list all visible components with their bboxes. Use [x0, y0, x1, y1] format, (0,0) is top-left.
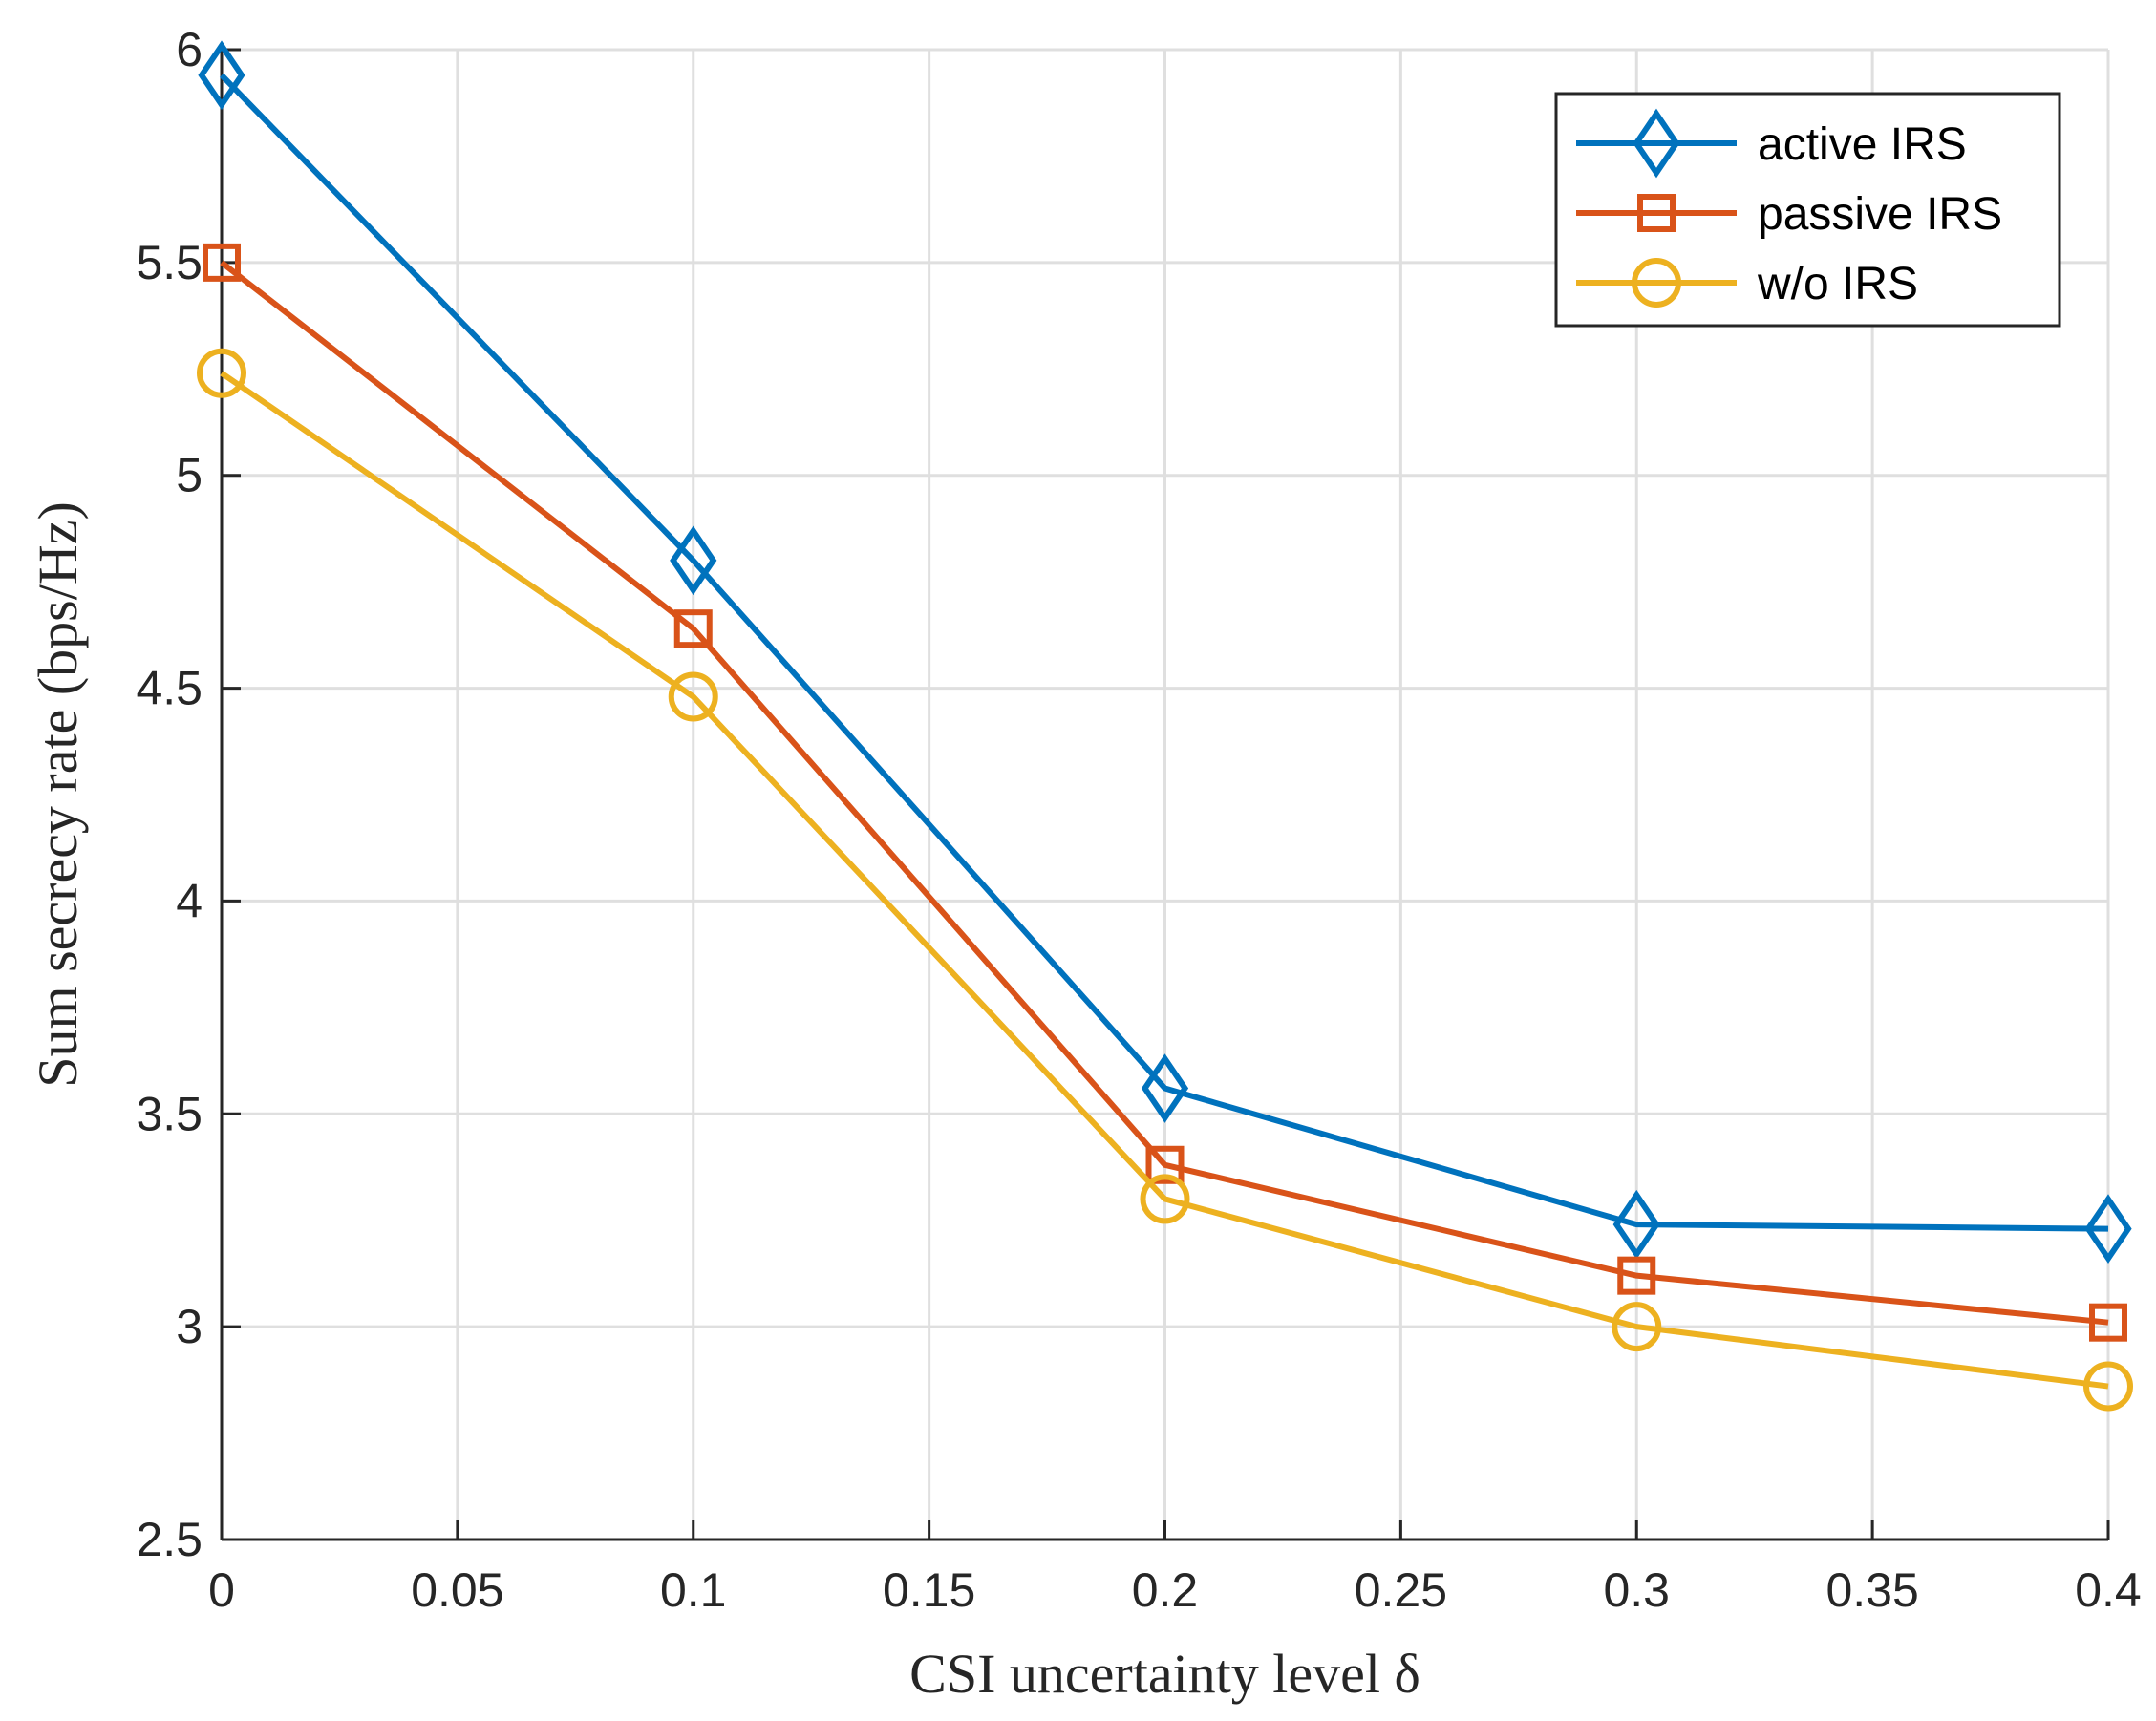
data-point-square [1617, 1256, 1656, 1295]
series-line [220, 260, 2109, 1326]
data-point-circle [668, 671, 718, 722]
y-tick-label: 3 [176, 1300, 203, 1353]
data-point-diamond [670, 525, 717, 596]
data-point-circle [1612, 1302, 1662, 1352]
legend-item: active IRS [1576, 108, 1967, 179]
data-point-square [673, 609, 713, 648]
x-axis-ticks: 0 0.05 0.1 0.15 0.2 0.25 0.3 0.35 0.4 [208, 1520, 2142, 1617]
y-tick-label: 2.5 [136, 1513, 203, 1566]
x-tick-label: 0.25 [1355, 1563, 1447, 1617]
legend-label: active IRS [1758, 119, 1967, 170]
series-line [219, 73, 2109, 1232]
series-w-o-irs [197, 348, 2133, 1412]
y-tick-label: 5.5 [136, 236, 203, 289]
legend-swatch-marker [1633, 108, 1680, 179]
legend-label: w/o IRS [1757, 259, 1918, 309]
series-line [220, 371, 2109, 1390]
data-point-circle [1140, 1174, 1190, 1224]
data-point-square [2089, 1303, 2127, 1342]
legend: active IRS passive IRS w/o IRS [1554, 92, 2061, 328]
data-point-square [203, 243, 241, 282]
legend-label: passive IRS [1758, 189, 2002, 240]
data-point-diamond [2084, 1194, 2132, 1264]
x-tick-label: 0.3 [1603, 1563, 1670, 1617]
legend-item: passive IRS [1576, 189, 2002, 240]
series-passive-irs [203, 243, 2127, 1342]
x-tick-label: 0.05 [411, 1563, 503, 1617]
y-tick-label: 4.5 [136, 662, 203, 715]
data-point-diamond [198, 40, 245, 111]
x-tick-label: 0.15 [883, 1563, 975, 1617]
x-tick-label: 0.2 [1132, 1563, 1199, 1617]
y-tick-label: 4 [176, 874, 203, 927]
x-tick-label: 0 [208, 1563, 235, 1617]
y-tick-label: 3.5 [136, 1087, 203, 1140]
legend-swatch-marker [1637, 194, 1676, 232]
data-point-diamond [1612, 1189, 1660, 1260]
x-tick-label: 0.1 [660, 1563, 727, 1617]
x-tick-label: 0.35 [1825, 1563, 1918, 1617]
y-axis-label: Sum secrecy rate (bps/Hz) [27, 501, 89, 1088]
y-tick-label: 5 [176, 449, 203, 502]
series-active-irs [198, 40, 2132, 1264]
data-point-circle [197, 348, 246, 398]
data-series [197, 40, 2133, 1412]
legend-swatch-marker [1632, 258, 1681, 308]
x-tick-label: 0.4 [2075, 1563, 2142, 1617]
x-axis-label: CSI uncertainty level δ [909, 1643, 1420, 1705]
legend-item: w/o IRS [1576, 258, 1918, 309]
data-point-square [1145, 1145, 1185, 1184]
data-point-circle [2083, 1361, 2133, 1412]
data-point-diamond [1141, 1053, 1189, 1123]
y-axis-ticks: 2.5 3 3.5 4 4.5 5 5.5 6 [136, 23, 241, 1566]
y-tick-label: 6 [176, 23, 203, 76]
